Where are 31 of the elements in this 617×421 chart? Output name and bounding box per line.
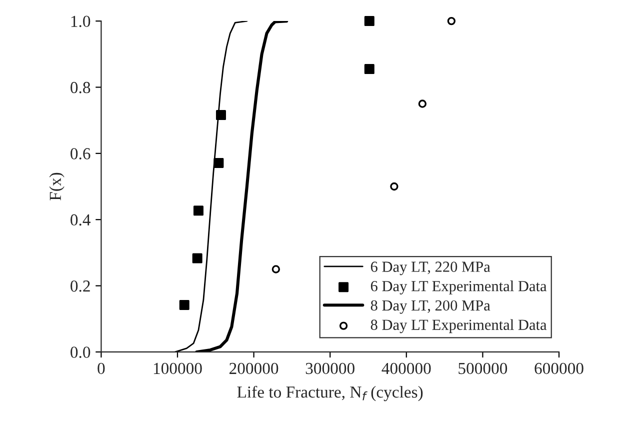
x-tick-label: 600000 [534, 362, 584, 374]
legend-label: 8 Day LT Experimental Data [370, 319, 547, 334]
y-tick-label: 0.0 [70, 346, 90, 358]
x-tick-label: 500000 [458, 362, 508, 374]
point [216, 110, 226, 120]
y-axis-title: F(x) [49, 172, 64, 200]
y-tick-label: 1.0 [71, 16, 90, 28]
point [447, 16, 456, 26]
point [179, 300, 190, 310]
point [390, 182, 398, 191]
y-tick-label: 0.2 [70, 280, 90, 292]
y-tick-label: 0.6 [70, 148, 90, 160]
x-tick-label: 0 [98, 362, 105, 374]
y-tick-label: 0.8 [70, 82, 90, 94]
point [364, 64, 374, 74]
point [272, 265, 280, 274]
x-tick-label: 400000 [382, 362, 431, 374]
y-tick-label: 0.4 [70, 214, 91, 226]
point [364, 16, 374, 26]
point [214, 158, 224, 168]
point [193, 206, 204, 216]
x-tick-label: 200000 [230, 362, 278, 374]
point [192, 253, 202, 264]
legend-label: 6 Day LT Experimental Data [370, 280, 547, 294]
legend-label: 6 Day LT, 220 MPa [370, 262, 490, 276]
point [418, 100, 427, 108]
legend-label: 8 Day LT, 200 MPa [370, 300, 490, 314]
line-series [195, 21, 288, 352]
x-axis-title: Life to Fracture, N$_{f}$ (cycles) [237, 386, 423, 402]
x-tick-label: 300000 [306, 362, 354, 374]
x-tick-label: 100000 [154, 362, 202, 374]
